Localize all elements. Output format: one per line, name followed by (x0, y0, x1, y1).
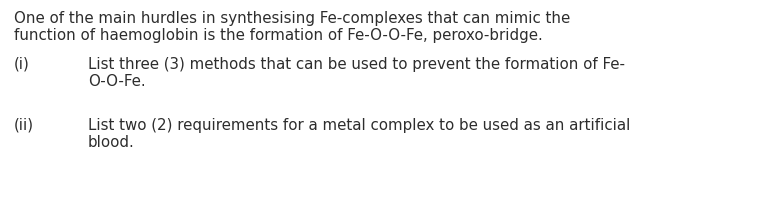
Text: O-O-Fe.: O-O-Fe. (88, 74, 146, 89)
Text: (ii): (ii) (14, 117, 34, 132)
Text: blood.: blood. (88, 134, 135, 149)
Text: List two (2) requirements for a metal complex to be used as an artificial: List two (2) requirements for a metal co… (88, 117, 630, 132)
Text: One of the main hurdles in synthesising Fe-complexes that can mimic the: One of the main hurdles in synthesising … (14, 11, 570, 26)
Text: function of haemoglobin is the formation of Fe-O-O-Fe, peroxo-bridge.: function of haemoglobin is the formation… (14, 28, 543, 43)
Text: (i): (i) (14, 57, 30, 72)
Text: List three (3) methods that can be used to prevent the formation of Fe-: List three (3) methods that can be used … (88, 57, 625, 72)
